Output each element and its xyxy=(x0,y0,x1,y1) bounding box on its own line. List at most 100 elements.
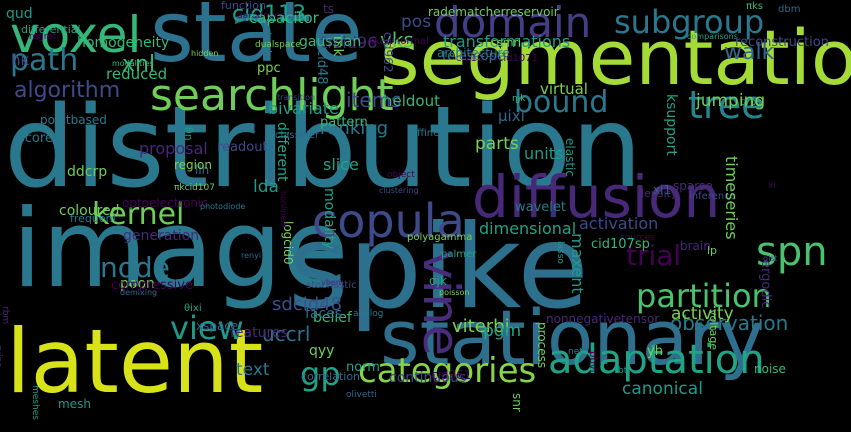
small-word-116: dbm xyxy=(778,4,801,15)
word-19: adaptation xyxy=(548,337,765,383)
word-2: spike xyxy=(288,200,589,335)
small-word-97: modality xyxy=(321,188,337,250)
small-word-4: generation xyxy=(123,228,200,244)
small-word-60: net xyxy=(568,347,583,357)
small-word-63: timeseries xyxy=(722,156,741,240)
small-word-72: gaussian xyxy=(299,34,362,50)
small-word-57: differential xyxy=(21,23,81,36)
small-word-48: nonlinear xyxy=(279,191,288,229)
small-word-25: btl xyxy=(618,366,630,376)
word-17: partition xyxy=(636,277,772,315)
small-word-17: θixi xyxy=(184,303,202,314)
small-word-62: heldout xyxy=(383,92,440,110)
small-word-12: belief xyxy=(313,310,352,326)
small-word-24: brain xyxy=(680,239,711,253)
word-15: path xyxy=(10,43,79,78)
small-word-109: csmri xyxy=(491,36,522,49)
small-word-108: sources xyxy=(620,233,655,243)
word-32: observation xyxy=(670,311,789,335)
word-12: kernel xyxy=(92,197,185,232)
small-word-67: pgm xyxy=(483,321,522,341)
small-word-30: pointbased xyxy=(40,113,107,127)
word-25: gp xyxy=(300,355,341,393)
word-30: xnl xyxy=(122,52,156,77)
small-word-37: comparisons xyxy=(687,32,738,41)
small-word-90: photodiode xyxy=(200,202,246,211)
small-word-53: lp xyxy=(707,244,718,257)
word-31: algorithm xyxy=(14,78,121,103)
small-word-68: cid107wcid1071 xyxy=(456,53,538,64)
word-9: domain xyxy=(434,0,592,47)
small-word-51: pos xyxy=(401,12,432,32)
small-word-113: qyy xyxy=(309,343,335,359)
small-word-5: meshes xyxy=(30,385,40,420)
small-word-84: rvine xyxy=(0,345,3,368)
small-word-71: activation xyxy=(579,214,659,233)
small-word-21: stochastic xyxy=(306,280,357,291)
small-word-15: lda xyxy=(253,177,279,197)
small-word-3: coloured xyxy=(59,203,120,219)
small-word-43: process xyxy=(535,322,549,369)
small-word-86: renyi xyxy=(241,251,262,260)
small-word-47: norm xyxy=(346,360,380,375)
small-word-34: ts xyxy=(323,2,334,16)
small-word-44: ergodic xyxy=(758,260,773,309)
small-word-105: canonical xyxy=(622,379,703,399)
word-21: bound xyxy=(514,85,609,120)
word-6: stationary xyxy=(380,293,765,382)
small-word-85: maxent xyxy=(568,233,587,294)
word-10: searchlight xyxy=(150,70,394,121)
small-word-124: features xyxy=(230,325,288,341)
small-word-11: inference xyxy=(689,191,736,202)
small-word-117: palmer xyxy=(441,249,477,260)
small-word-9: ppc xyxy=(257,61,281,76)
small-word-80: wavelet xyxy=(515,200,566,215)
word-28: items xyxy=(346,88,402,112)
word-27: walk xyxy=(724,40,775,65)
small-word-119: poisson xyxy=(439,288,470,297)
small-word-98: object xyxy=(387,170,415,180)
small-word-110: frequent xyxy=(70,212,117,225)
small-word-31: transition xyxy=(277,93,316,102)
small-word-87: different xyxy=(274,122,290,182)
small-word-103: radematcherreservoir xyxy=(428,5,559,19)
small-word-121: hk xyxy=(11,51,30,69)
small-word-75: bivariate xyxy=(268,99,339,118)
small-word-115: qud xyxy=(6,6,33,22)
small-word-16: xi1 xyxy=(653,183,672,197)
small-word-45: mesh xyxy=(58,397,91,411)
small-word-64: trcid96 xyxy=(321,33,378,52)
small-word-106: correlation xyxy=(301,370,361,383)
word-14: tree xyxy=(688,83,765,127)
word-33: viterbi xyxy=(452,316,510,337)
small-word-32: reduced xyxy=(106,65,168,83)
word-34: uccrl xyxy=(262,322,311,346)
small-word-92: modalities xyxy=(112,59,154,68)
small-word-61: readout xyxy=(217,140,268,155)
small-word-88: compressive xyxy=(111,278,193,293)
small-word-29: yh xyxy=(647,344,663,359)
small-word-118: skewnormal xyxy=(369,36,430,47)
small-word-114: rbm xyxy=(0,306,10,325)
small-word-46: faces xyxy=(305,306,343,322)
small-word-99: virtual xyxy=(540,80,588,98)
small-word-94: density xyxy=(637,187,678,200)
small-word-101: function xyxy=(221,0,266,12)
small-word-22: πks xyxy=(746,1,764,12)
small-word-36: μixi xyxy=(498,107,525,125)
small-word-96: xspace xyxy=(196,319,239,333)
small-word-27: ksupport xyxy=(663,94,679,156)
small-word-120: text xyxy=(236,360,270,380)
word-16: spn xyxy=(756,229,828,275)
word-35: sdcid48 xyxy=(272,294,343,315)
small-word-91: reconstruction xyxy=(735,35,829,50)
small-word-107: slice xyxy=(323,155,359,174)
small-word-81: clustering xyxy=(379,186,419,195)
small-word-38: datadriven xyxy=(237,11,286,21)
small-word-58: cid961 xyxy=(431,368,472,382)
small-word-50: affine xyxy=(411,128,440,139)
small-word-8: xi xyxy=(768,181,776,191)
small-word-7: σjk xyxy=(429,274,447,288)
word-4: segmentation xyxy=(380,13,851,102)
small-word-70: telescope xyxy=(442,49,505,64)
